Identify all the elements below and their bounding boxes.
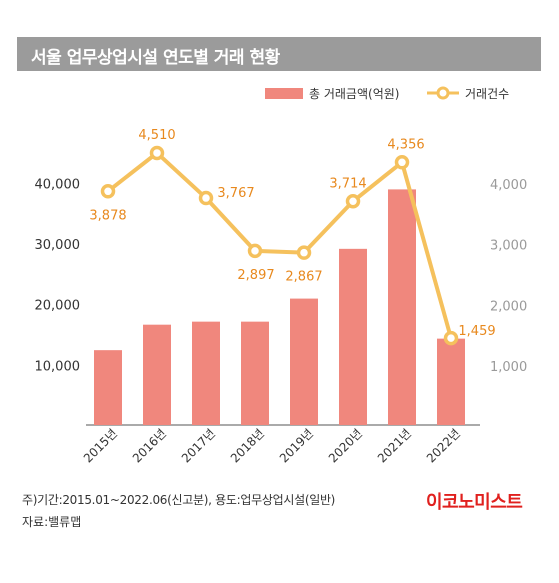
amount-bar <box>339 248 367 425</box>
amount-bar <box>290 298 318 425</box>
x-axis: 2015년 2016년 2017년 2018년 2019년 2020년 2021년 2022년 <box>81 426 463 465</box>
x-tick-label: 2021년 <box>375 426 414 465</box>
count-marker <box>247 243 263 259</box>
count-marker <box>394 155 410 170</box>
legend-amount-swatch <box>265 88 303 99</box>
right-tick-label: 1,000 <box>490 360 527 375</box>
source-note: 자료:밸류맵 <box>22 515 82 529</box>
amount-bar <box>94 350 122 425</box>
count-marker <box>443 330 459 346</box>
x-tick-label: 2018년 <box>228 426 267 465</box>
legend-amount-label: 총 거래금액(억원) <box>309 87 399 101</box>
right-axis: 1,000 2,000 3,000 4,000 <box>490 178 527 375</box>
count-data-label: 4,510 <box>138 128 175 143</box>
count-marker <box>100 184 116 199</box>
left-tick-label: 10,000 <box>35 359 81 374</box>
amount-bar <box>388 189 416 425</box>
amount-bar <box>143 324 171 425</box>
count-marker <box>198 190 214 206</box>
left-axis: 10,000 20,000 30,000 40,000 <box>35 177 81 374</box>
count-data-label: 3,714 <box>329 176 366 191</box>
footnote: 주)기간:2015.01~2022.06(신고분), 용도:업무상업시설(일반) <box>22 493 336 507</box>
x-tick-label: 2017년 <box>179 426 218 465</box>
legend: 총 거래금액(억원) 거래건수 <box>265 86 509 101</box>
chart-title: 서울 업무상업시설 연도별 거래 현황 <box>31 48 280 68</box>
count-marker <box>345 194 361 209</box>
count-line-path <box>106 150 453 339</box>
amount-bar <box>437 338 465 425</box>
brand-logo: 이코노미스트 <box>426 492 523 513</box>
right-tick-label: 2,000 <box>490 299 527 314</box>
count-data-label: 3,878 <box>89 208 126 223</box>
count-data-label: 2,867 <box>285 270 322 285</box>
amount-bar <box>241 321 269 425</box>
count-marker <box>149 145 165 161</box>
legend-count-marker <box>436 86 450 100</box>
count-data-label: 2,897 <box>237 268 274 283</box>
left-tick-label: 40,000 <box>35 177 81 192</box>
count-data-label: 3,767 <box>217 186 254 201</box>
x-tick-label: 2015년 <box>81 426 120 465</box>
x-tick-label: 2022년 <box>424 426 463 465</box>
left-tick-label: 30,000 <box>35 238 81 253</box>
x-tick-label: 2020년 <box>326 426 365 465</box>
amount-bars <box>94 189 465 425</box>
amount-bar <box>192 321 220 425</box>
title-bar: 서울 업무상업시설 연도별 거래 현황 <box>17 37 541 71</box>
count-series: 3,878 4,510 3,767 2,897 2,867 3,714 4,356 1,459 <box>89 128 496 346</box>
x-tick-label: 2019년 <box>277 426 316 465</box>
right-tick-label: 3,000 <box>490 239 527 254</box>
count-marker <box>296 245 312 260</box>
x-tick-label: 2016년 <box>130 426 169 465</box>
right-tick-label: 4,000 <box>490 178 527 193</box>
left-tick-label: 20,000 <box>35 299 81 314</box>
count-data-label: 4,356 <box>387 137 424 152</box>
count-data-label: 1,459 <box>458 324 495 339</box>
legend-count-label: 거래건수 <box>465 87 509 101</box>
